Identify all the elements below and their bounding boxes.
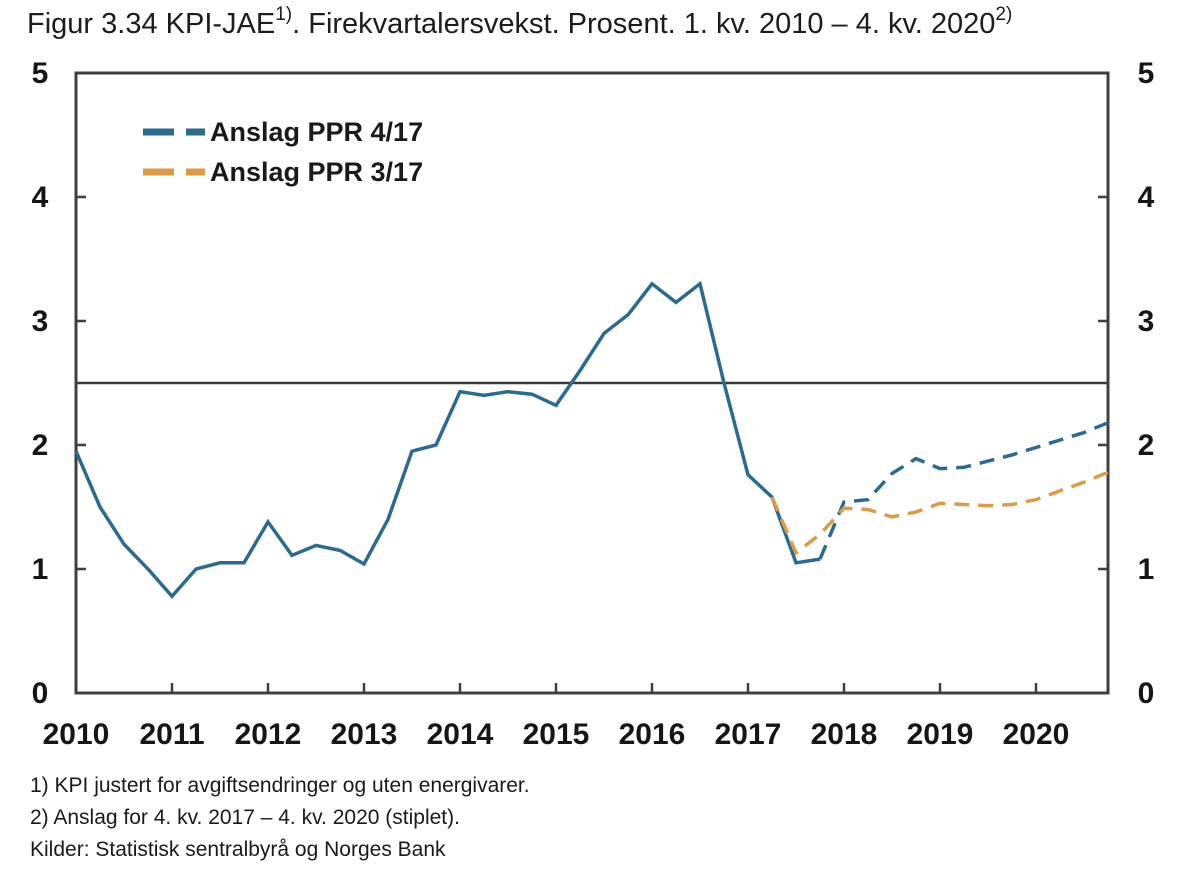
legend-dashed-line-blue-icon: [143, 128, 205, 136]
y-axis-label-right: 0: [1138, 677, 1155, 710]
chart-title-middle: . Firekvartalersvekst. Prosent. 1. kv. 2…: [292, 8, 996, 40]
x-axis-label: 2018: [811, 718, 878, 751]
y-axis-label-left: 1: [32, 553, 49, 586]
x-axis-label: 2016: [619, 718, 686, 751]
legend-label-ppr-4-17: Anslag PPR 4/17: [210, 116, 424, 147]
footnote-ref-2: 2): [995, 4, 1013, 26]
source-line: Kilder: Statistisk sentralbyrå og Norges…: [30, 838, 446, 861]
x-axis-label: 2017: [715, 718, 782, 751]
y-axis-label-right: 2: [1138, 429, 1155, 462]
y-axis-label-right: 1: [1138, 553, 1155, 586]
footnote-ref-1: 1): [275, 4, 293, 26]
y-axis-label-left: 5: [32, 57, 49, 90]
plot-frame: [74, 71, 1110, 695]
chart-title-text: Figur 3.34 KPI-JAE: [27, 8, 276, 40]
series-forecast: [818, 421, 1109, 560]
y-axis-label-right: 3: [1138, 305, 1155, 338]
chart-legend: Anslag PPR 4/17 Anslag PPR 3/17: [142, 112, 423, 192]
y-axis-label-left: 4: [32, 181, 49, 214]
y-axis-label-left: 3: [32, 305, 49, 338]
x-axis-label: 2014: [427, 718, 494, 751]
x-axis-label: 2011: [139, 718, 204, 751]
legend-item-ppr-4-17: Anslag PPR 4/17: [142, 112, 423, 152]
legend-label-ppr-3-17: Anslag PPR 3/17: [210, 156, 424, 187]
x-axis-label: 2010: [43, 718, 110, 751]
y-axis-label-left: 0: [32, 677, 49, 710]
footnote-2: 2) Anslag for 4. kv. 2017 – 4. kv. 2020 …: [30, 806, 460, 829]
chart-footnotes: 1) KPI justert for avgiftsendringer og u…: [30, 770, 530, 866]
chart-title: Figur 3.34 KPI-JAE1). Firekvartalersveks…: [27, 5, 1012, 41]
series-actual: [74, 280, 821, 599]
x-axis-label: 2020: [1003, 718, 1070, 751]
y-axis-label-left: 2: [32, 429, 49, 462]
y-axis-label-right: 4: [1138, 181, 1155, 214]
legend-item-ppr-3-17: Anslag PPR 3/17: [142, 152, 423, 192]
x-axis-label: 2019: [907, 718, 974, 751]
y-axis-label-right: 5: [1138, 57, 1155, 90]
series-forecast: [770, 470, 1109, 556]
x-axis-label: 2015: [523, 718, 590, 751]
legend-dashed-line-orange-icon: [143, 168, 205, 176]
footnote-1: 1) KPI justert for avgiftsendringer og u…: [30, 774, 530, 797]
x-axis-label: 2012: [235, 718, 302, 751]
x-axis-label: 2013: [331, 718, 398, 751]
